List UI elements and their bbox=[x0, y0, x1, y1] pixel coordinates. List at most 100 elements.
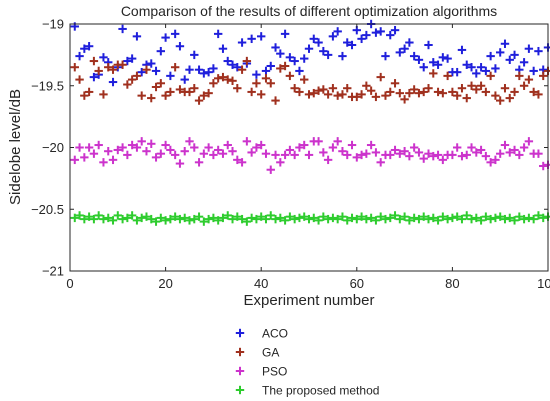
data-point bbox=[524, 137, 534, 146]
data-point bbox=[491, 64, 500, 73]
data-point bbox=[75, 75, 84, 84]
data-point bbox=[323, 90, 333, 99]
data-point bbox=[99, 158, 108, 167]
data-point bbox=[534, 211, 543, 220]
data-point bbox=[429, 58, 438, 67]
data-point bbox=[500, 214, 510, 224]
data-point bbox=[285, 53, 295, 62]
data-point bbox=[309, 88, 318, 98]
data-point bbox=[309, 34, 318, 44]
data-point bbox=[185, 137, 194, 146]
data-point bbox=[242, 137, 252, 146]
data-point bbox=[123, 213, 132, 223]
data-point bbox=[156, 213, 166, 223]
data-point bbox=[333, 137, 342, 146]
data-point bbox=[424, 84, 433, 93]
data-point bbox=[505, 148, 514, 157]
data-point bbox=[242, 217, 252, 226]
data-point bbox=[529, 87, 538, 97]
data-point bbox=[543, 212, 550, 221]
data-point bbox=[414, 214, 424, 224]
data-point bbox=[247, 87, 256, 97]
data-points bbox=[70, 19, 550, 226]
data-point bbox=[476, 63, 486, 72]
data-point bbox=[75, 51, 84, 61]
data-point bbox=[376, 27, 385, 36]
data-point bbox=[161, 216, 170, 225]
data-point bbox=[213, 74, 223, 83]
data-point bbox=[338, 90, 347, 99]
data-point bbox=[319, 148, 328, 157]
data-point bbox=[343, 150, 352, 160]
data-point bbox=[486, 158, 495, 167]
data-point bbox=[534, 90, 543, 99]
data-point bbox=[304, 44, 314, 53]
data-point bbox=[295, 87, 304, 97]
data-point bbox=[213, 29, 223, 39]
data-point bbox=[84, 42, 94, 51]
data-point bbox=[280, 29, 290, 39]
data-point bbox=[457, 84, 467, 93]
data-point bbox=[314, 216, 323, 225]
data-point bbox=[500, 39, 510, 48]
data-point bbox=[170, 63, 180, 72]
data-point bbox=[486, 51, 495, 61]
data-point bbox=[233, 84, 242, 93]
data-point bbox=[443, 54, 452, 63]
y-axis-label: Sidelobe level/dB bbox=[7, 89, 24, 205]
data-point bbox=[319, 85, 328, 94]
data-point bbox=[519, 81, 529, 90]
data-point bbox=[543, 66, 550, 76]
data-point bbox=[252, 70, 261, 79]
data-point bbox=[496, 149, 505, 158]
data-point bbox=[300, 54, 309, 63]
data-point bbox=[409, 85, 419, 94]
data-point bbox=[405, 216, 414, 225]
data-point bbox=[414, 88, 424, 98]
data-point bbox=[400, 95, 409, 104]
data-point bbox=[328, 213, 338, 223]
data-point bbox=[89, 56, 99, 66]
data-point bbox=[276, 213, 285, 223]
data-point bbox=[199, 69, 209, 78]
data-point bbox=[539, 213, 548, 223]
data-point bbox=[104, 63, 113, 72]
data-point bbox=[409, 213, 419, 223]
data-point bbox=[433, 87, 443, 97]
data-point bbox=[127, 54, 137, 63]
data-point bbox=[190, 50, 199, 60]
data-point bbox=[70, 63, 79, 72]
series-3 bbox=[70, 211, 550, 226]
data-point bbox=[300, 212, 309, 221]
data-point bbox=[285, 71, 295, 81]
data-point bbox=[357, 212, 366, 221]
data-point bbox=[290, 150, 299, 160]
data-point bbox=[213, 145, 223, 155]
legend-entry: PSO bbox=[262, 365, 287, 379]
data-point bbox=[199, 91, 209, 100]
data-point bbox=[266, 61, 275, 71]
data-point bbox=[247, 213, 256, 223]
data-point bbox=[228, 214, 237, 224]
data-point bbox=[123, 56, 132, 66]
data-point bbox=[127, 75, 137, 84]
data-point bbox=[271, 96, 280, 105]
data-point bbox=[237, 38, 247, 47]
data-point bbox=[151, 217, 161, 226]
data-point bbox=[118, 143, 127, 152]
data-point bbox=[123, 80, 132, 89]
data-point bbox=[366, 86, 376, 95]
data-point bbox=[496, 48, 505, 57]
data-point bbox=[257, 140, 266, 150]
data-point bbox=[166, 71, 175, 81]
series-0 bbox=[70, 19, 550, 87]
data-point bbox=[448, 87, 457, 97]
data-point bbox=[209, 79, 218, 88]
data-point bbox=[108, 65, 118, 74]
data-point bbox=[228, 147, 237, 156]
data-point bbox=[419, 63, 428, 72]
data-point bbox=[132, 71, 142, 81]
data-point bbox=[424, 149, 433, 158]
data-point bbox=[390, 211, 400, 220]
data-point bbox=[376, 72, 385, 82]
